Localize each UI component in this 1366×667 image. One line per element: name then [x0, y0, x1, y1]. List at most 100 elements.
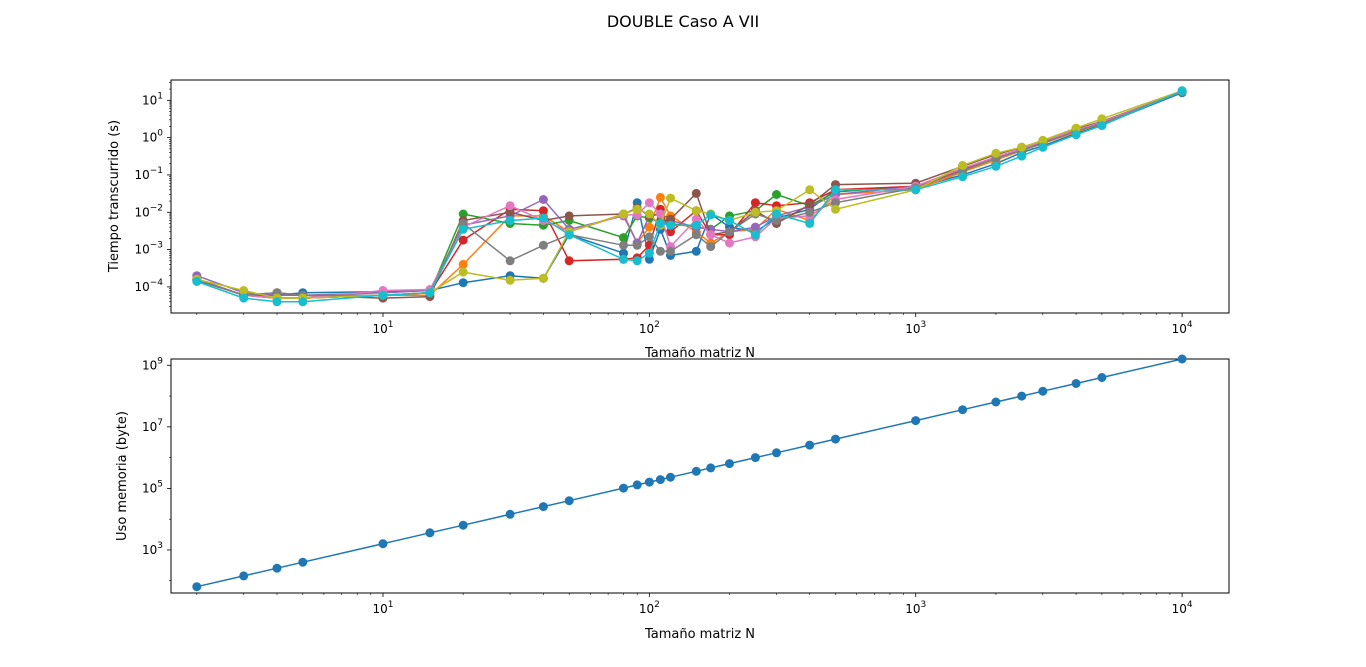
time-series-9-point	[632, 256, 642, 266]
time-series-9-point	[239, 293, 249, 303]
y-tick-label: 10−4	[134, 278, 163, 294]
y-tick-label: 105	[142, 479, 163, 495]
time-series-line-3	[196, 90, 1183, 299]
time-series-8-point	[632, 204, 642, 214]
time-series-8-point	[666, 193, 675, 203]
time-series-7-point	[831, 198, 840, 208]
time-series-9-point	[911, 185, 921, 195]
time-series-9-point	[538, 213, 548, 223]
time-series-9-point	[644, 248, 654, 258]
memory-series-0-point	[911, 416, 921, 426]
memory-series-0-point	[958, 405, 968, 415]
time-series-8-point	[458, 267, 468, 277]
time-series-9-point	[1017, 151, 1027, 161]
time-series-4-point	[750, 222, 760, 232]
time-series-6-point	[655, 209, 665, 219]
memory-series-0-point	[1177, 354, 1187, 364]
time-series-7-point	[725, 227, 734, 237]
time-series-9-point	[666, 220, 675, 230]
time-series-9-point	[1038, 142, 1048, 152]
time-series-8-point	[619, 209, 628, 219]
time-series-8-point	[991, 148, 1001, 158]
y-tick-label: 100	[142, 129, 163, 145]
time-series-3-point	[458, 235, 468, 245]
time-series-8-point	[691, 206, 701, 216]
time-series-9-point	[564, 230, 574, 240]
x-tick-label: 102	[639, 320, 660, 336]
time-series-line-2	[196, 91, 1183, 299]
memory-series-0-point	[425, 528, 435, 538]
time-series-3-point	[564, 256, 574, 266]
time-series-7-point	[805, 207, 815, 217]
memory-series-0-point	[505, 509, 515, 519]
time-series-8-point	[1017, 142, 1027, 152]
time-series-0-point	[458, 278, 468, 288]
time-series-7-point	[644, 232, 654, 242]
time-series-5-point	[564, 211, 574, 221]
time-series-9-point	[725, 216, 734, 225]
memory-series-0-point	[805, 440, 815, 450]
time-series-9-point	[706, 210, 716, 220]
time-series-6-point	[505, 201, 515, 211]
time-series-7-point	[691, 230, 701, 240]
memory-series-0-point	[1017, 391, 1027, 401]
memory-series-0-point	[991, 397, 1001, 407]
time-series-9-point	[505, 216, 515, 225]
time-series-8-point	[538, 273, 548, 283]
y-tick-label: 10−2	[134, 203, 163, 219]
x-tick-label: 101	[372, 320, 393, 336]
time-plot-frame	[170, 79, 1230, 314]
time-series-8-point	[505, 275, 515, 285]
memory-series-0-point	[1071, 379, 1081, 388]
memory-series-0-point	[644, 477, 654, 487]
time-series-0-point	[691, 246, 701, 256]
time-series-7-point	[632, 240, 642, 250]
time-series-line-9	[196, 90, 1183, 303]
time-series-3-point	[666, 227, 675, 237]
memory-series-0-point	[458, 520, 468, 530]
time-series-9-point	[772, 209, 781, 219]
time-series-9-point	[272, 297, 282, 307]
memory-series-line-0	[196, 358, 1183, 588]
time-series-7-point	[619, 240, 628, 250]
time-series-7-point	[505, 256, 515, 266]
memory-x-axis-label: Tamaño matriz N	[644, 627, 755, 642]
time-series-9-point	[831, 185, 840, 195]
time-series-6-point	[706, 230, 716, 240]
time-series-line-1	[196, 91, 1183, 299]
memory-series-0-point	[655, 475, 665, 485]
time-series-2-point	[619, 233, 628, 243]
time-series-line-5	[196, 90, 1183, 299]
time-series-9-point	[1177, 86, 1187, 96]
time-series-2-point	[772, 190, 781, 199]
memory-series-0-point	[298, 557, 308, 567]
memory-series-0-point	[691, 466, 701, 476]
time-series-7-point	[772, 216, 781, 225]
memory-series-0-point	[706, 463, 716, 473]
time-series-line-0	[196, 92, 1183, 296]
time-series-7-point	[666, 246, 675, 256]
time-series-9-point	[1097, 121, 1107, 131]
figure-title: DOUBLE Caso A VII	[607, 12, 759, 31]
time-series-7-point	[706, 242, 716, 252]
memory-series-0-point	[564, 496, 574, 506]
time-series-6-point	[644, 198, 654, 208]
memory-series-0-point	[725, 459, 734, 469]
memory-plot-marks	[192, 354, 1187, 592]
time-series-5-point	[691, 188, 701, 198]
time-series-1-point	[644, 222, 654, 232]
memory-y-axis-label: Uso memoria (byte)	[115, 411, 130, 541]
time-series-9-point	[655, 219, 665, 228]
x-tick-label: 103	[905, 320, 926, 336]
time-series-2-point	[458, 209, 468, 219]
memory-series-0-point	[619, 483, 628, 493]
time-series-3-point	[538, 206, 548, 216]
time-series-3-point	[750, 198, 760, 208]
x-tick-label: 104	[1172, 600, 1193, 616]
time-series-9-point	[619, 254, 628, 264]
time-series-1-point	[458, 259, 468, 269]
memory-series-0-point	[538, 502, 548, 512]
time-series-5-point	[805, 200, 815, 210]
time-series-8-point	[750, 207, 760, 217]
x-tick-label: 104	[1172, 320, 1193, 336]
